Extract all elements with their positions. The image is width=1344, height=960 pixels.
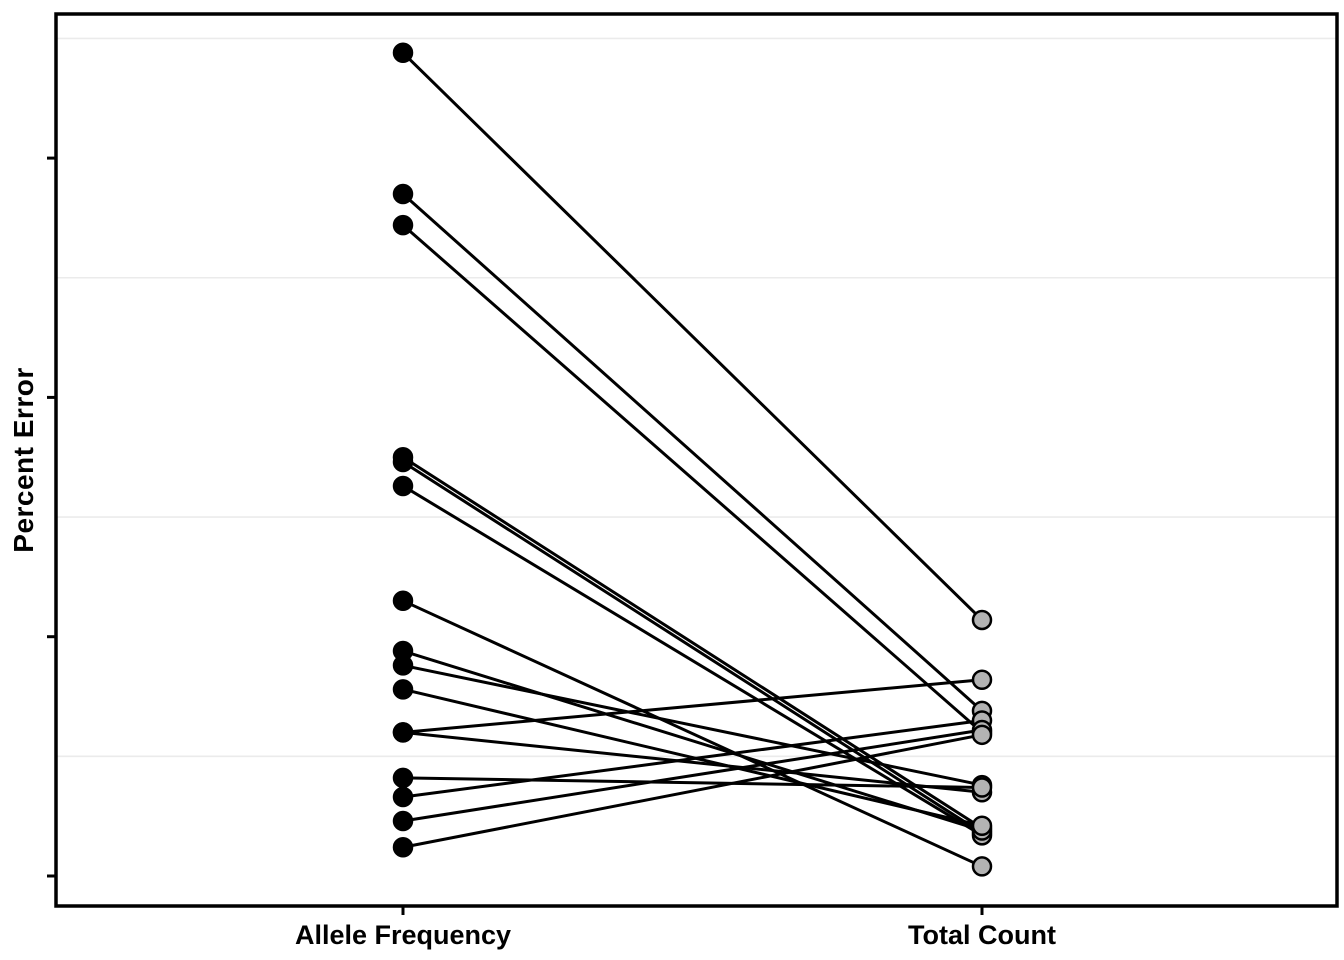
slope-line — [402, 730, 983, 794]
data-point-allele-frequency — [392, 767, 414, 789]
slope-line — [402, 649, 983, 832]
data-point-allele-frequency — [392, 214, 414, 236]
data-point-allele-frequency — [392, 475, 414, 497]
slope-line — [402, 599, 983, 868]
data-point-allele-frequency — [392, 655, 414, 676]
slope-line — [402, 663, 983, 787]
slope-line — [402, 484, 983, 837]
data-point-allele-frequency — [392, 722, 414, 743]
data-point-total-count — [971, 856, 993, 877]
data-point-allele-frequency — [392, 786, 414, 808]
slope-line — [402, 733, 983, 849]
data-point-total-count — [971, 669, 993, 691]
slope-line — [402, 728, 983, 823]
slope-line — [402, 776, 983, 789]
data-point-allele-frequency — [392, 810, 414, 832]
slope-line — [402, 223, 983, 734]
data-point-allele-frequency — [392, 590, 414, 612]
slope-line — [401, 51, 984, 622]
plot-panel — [56, 14, 1337, 906]
data-point-total-count — [971, 724, 993, 746]
data-point-total-count — [971, 777, 993, 798]
data-point-allele-frequency — [392, 679, 414, 700]
data-point-allele-frequency — [392, 837, 414, 858]
slope-line — [402, 192, 983, 713]
data-point-total-count — [971, 815, 993, 836]
data-point-allele-frequency — [392, 42, 414, 64]
x-axis-category-allele-frequency: Allele Frequency — [294, 920, 512, 950]
x-axis-category-total-count: Total Count — [908, 920, 1056, 950]
panel-border — [54, 12, 1339, 908]
data-point-total-count — [971, 609, 993, 631]
y-axis-title: Percent Error — [8, 367, 39, 553]
slope-line — [402, 460, 983, 835]
slope-line — [402, 678, 983, 734]
data-point-allele-frequency — [392, 183, 414, 205]
data-point-allele-frequency — [392, 451, 414, 473]
slope-line — [402, 718, 983, 799]
